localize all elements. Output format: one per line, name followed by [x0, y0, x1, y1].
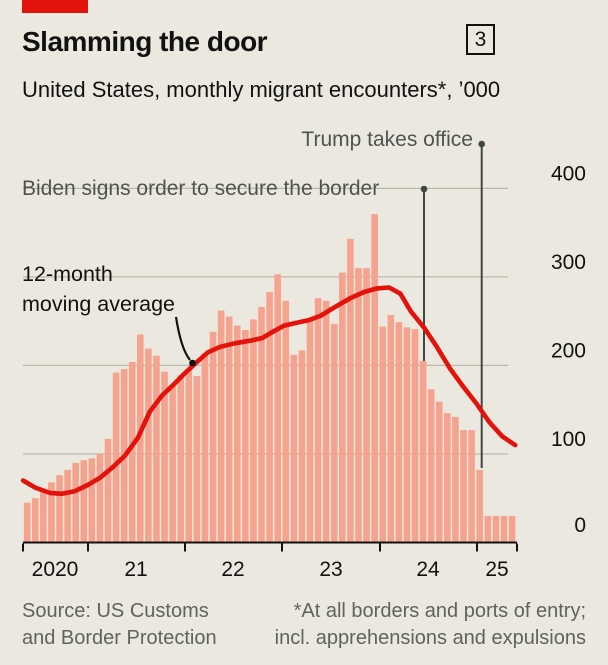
bar — [452, 416, 459, 543]
bar — [306, 318, 314, 543]
bar — [217, 310, 225, 543]
bar — [56, 475, 63, 543]
bar — [48, 482, 55, 543]
event-dot — [478, 140, 486, 148]
bar — [371, 214, 378, 543]
bar — [444, 413, 451, 543]
bar — [363, 268, 370, 543]
bar — [314, 298, 322, 543]
bar — [484, 515, 492, 543]
bar — [201, 353, 209, 543]
brand-tag — [22, 0, 88, 13]
bar — [419, 361, 427, 543]
bar — [298, 350, 306, 543]
bar — [225, 316, 233, 543]
bar — [460, 430, 467, 543]
bar — [322, 300, 330, 543]
bar — [185, 369, 193, 543]
index-label: 3 — [474, 27, 487, 51]
bar — [403, 327, 411, 543]
y-axis-label: 300 — [551, 251, 586, 274]
bar — [266, 292, 273, 543]
bar — [112, 372, 120, 543]
bar — [161, 371, 168, 543]
bar — [128, 361, 136, 543]
moving-average-line — [20, 285, 518, 497]
event-label: Biden signs order to secure the border — [22, 177, 379, 200]
x-axis-label: 2020 — [32, 558, 79, 581]
ma-arrow-dot — [189, 359, 196, 367]
bar — [169, 384, 176, 543]
bar — [96, 454, 104, 543]
x-axis-label: 24 — [416, 558, 440, 581]
ma-label: moving average — [22, 292, 175, 316]
bar — [40, 492, 47, 543]
y-axis-label: 400 — [551, 162, 586, 185]
bar — [468, 430, 475, 543]
bar — [153, 355, 160, 543]
bar — [137, 334, 144, 543]
bar — [508, 515, 516, 543]
bar — [411, 329, 419, 543]
bar — [242, 330, 249, 543]
x-axis-label: 21 — [124, 558, 147, 581]
ma-label: 12-month — [22, 262, 113, 286]
bar — [435, 401, 443, 543]
bar — [387, 315, 395, 543]
bar — [492, 515, 500, 543]
y-axis-label: 200 — [551, 339, 586, 362]
bar — [355, 268, 362, 543]
event-dot — [420, 185, 428, 193]
bar — [80, 460, 88, 543]
source-note: Source: US Customs and Border Protection — [22, 598, 217, 652]
event-label: Trump takes office — [301, 128, 473, 151]
bar — [347, 238, 354, 543]
bar — [31, 498, 39, 543]
bar — [64, 469, 71, 543]
source-line: and Border Protection — [22, 627, 217, 649]
bar — [500, 515, 508, 543]
x-axis-label: 25 — [485, 558, 508, 581]
ma-arrow — [174, 316, 191, 361]
bar — [233, 325, 241, 543]
x-axis-label: 22 — [221, 558, 244, 581]
x-axis-label: 23 — [319, 558, 342, 581]
chart-subtitle: United States, monthly migrant encounter… — [22, 77, 501, 102]
bar — [379, 326, 387, 543]
footnote: *At all borders and ports of entry; incl… — [275, 598, 586, 652]
index-box: 3 — [466, 24, 495, 55]
bar — [177, 375, 185, 543]
bar — [193, 376, 201, 543]
bar — [339, 272, 346, 543]
bar — [476, 469, 483, 543]
bar — [274, 274, 281, 543]
source-line: Source: US Customs — [22, 600, 209, 622]
bar — [72, 462, 79, 543]
bar — [258, 307, 265, 543]
bar — [250, 319, 257, 543]
bar — [282, 300, 290, 543]
page-title: Slamming the door — [22, 26, 268, 57]
bar — [330, 323, 338, 543]
footnote-line: incl. apprehensions and expulsions — [274, 627, 586, 649]
bar — [209, 331, 217, 543]
bar — [290, 354, 298, 543]
footnote-line: *At all borders and ports of entry; — [293, 600, 586, 622]
y-axis-label: 0 — [574, 514, 586, 537]
bar — [23, 502, 31, 543]
bar — [104, 438, 112, 543]
bar — [88, 458, 96, 543]
bar — [427, 389, 435, 543]
bar — [395, 322, 403, 543]
y-axis-label: 100 — [551, 428, 586, 451]
bar — [145, 348, 152, 543]
